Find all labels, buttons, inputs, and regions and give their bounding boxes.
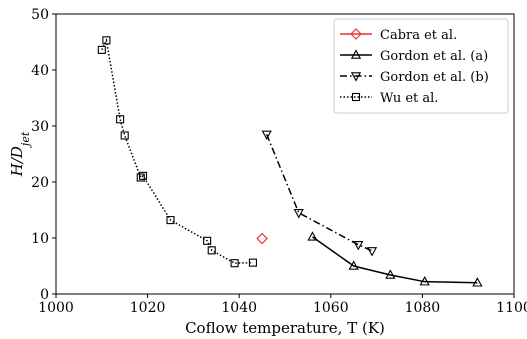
x-axis-label: Coflow temperature, T (K) [185, 319, 385, 337]
x-tick-label: 1000 [38, 300, 74, 316]
square-marker [230, 259, 239, 268]
y-tick-label: 20 [31, 175, 49, 191]
legend-label: Wu et al. [380, 91, 438, 106]
series-4 [97, 36, 257, 268]
triangle-up-marker [350, 49, 362, 59]
legend-label: Gordon et al. (b) [380, 70, 489, 85]
y-tick-label: 0 [40, 287, 49, 303]
series-line [101, 37, 253, 264]
square-marker [138, 171, 148, 180]
legend: Cabra et al. Gordon et al. (a) Gordon et a… [333, 18, 509, 114]
triangle-up-marker [472, 277, 483, 287]
square-marker [203, 236, 212, 245]
series-layer [97, 36, 483, 287]
triangle-up-marker [348, 260, 359, 270]
square-marker [97, 45, 106, 54]
square-marker [207, 246, 216, 255]
square-marker [351, 92, 361, 102]
square-marker [166, 216, 175, 225]
square-marker [120, 131, 129, 140]
legend-box [333, 18, 509, 114]
triangle-up-marker [307, 231, 318, 241]
y-tick-label: 30 [31, 119, 49, 135]
y-tick-label: 40 [31, 63, 49, 79]
plot-area [55, 13, 515, 295]
diamond-marker [350, 28, 362, 40]
x-tick-label: 1040 [221, 300, 257, 316]
series-3 [261, 130, 378, 257]
series-line [265, 134, 373, 252]
x-tick-label: 1020 [130, 300, 166, 316]
x-tick-label: 1080 [405, 300, 441, 316]
square-marker [116, 115, 125, 124]
triangle-up-marker [385, 269, 396, 279]
legend-entry: Wu et al. [340, 91, 438, 106]
series-line [312, 236, 478, 284]
legend-label: Gordon et al. (a) [380, 49, 488, 64]
series-1 [256, 232, 268, 245]
y-axis-label-main: H/D [8, 146, 26, 177]
triangle-down-marker [353, 240, 364, 251]
x-tick-label: 1060 [313, 300, 349, 316]
legend-entry: Gordon et al. (b) [340, 70, 489, 85]
triangle-down-marker [261, 130, 272, 141]
y-axis-label-subscript: jet [19, 131, 32, 149]
legend-label: Cabra et al. [380, 28, 457, 43]
legend-entry: Gordon et al. (a) [340, 49, 488, 64]
y-axis-label: H/Djet [8, 131, 32, 177]
square-marker [136, 173, 145, 182]
diamond-marker [256, 232, 268, 245]
triangle-down-marker [366, 247, 378, 257]
triangle-down-marker [293, 209, 304, 219]
y-tick-label: 50 [31, 7, 49, 23]
series-2 [307, 231, 483, 287]
square-marker [248, 258, 257, 267]
triangle-up-marker [419, 276, 430, 286]
square-marker [102, 36, 111, 45]
triangle-down-marker [350, 72, 362, 82]
axis-ticks: 10001020104010601080110001020304050 [31, 7, 527, 316]
y-tick-label: 10 [31, 231, 49, 247]
legend-entry: Cabra et al. [340, 28, 457, 43]
